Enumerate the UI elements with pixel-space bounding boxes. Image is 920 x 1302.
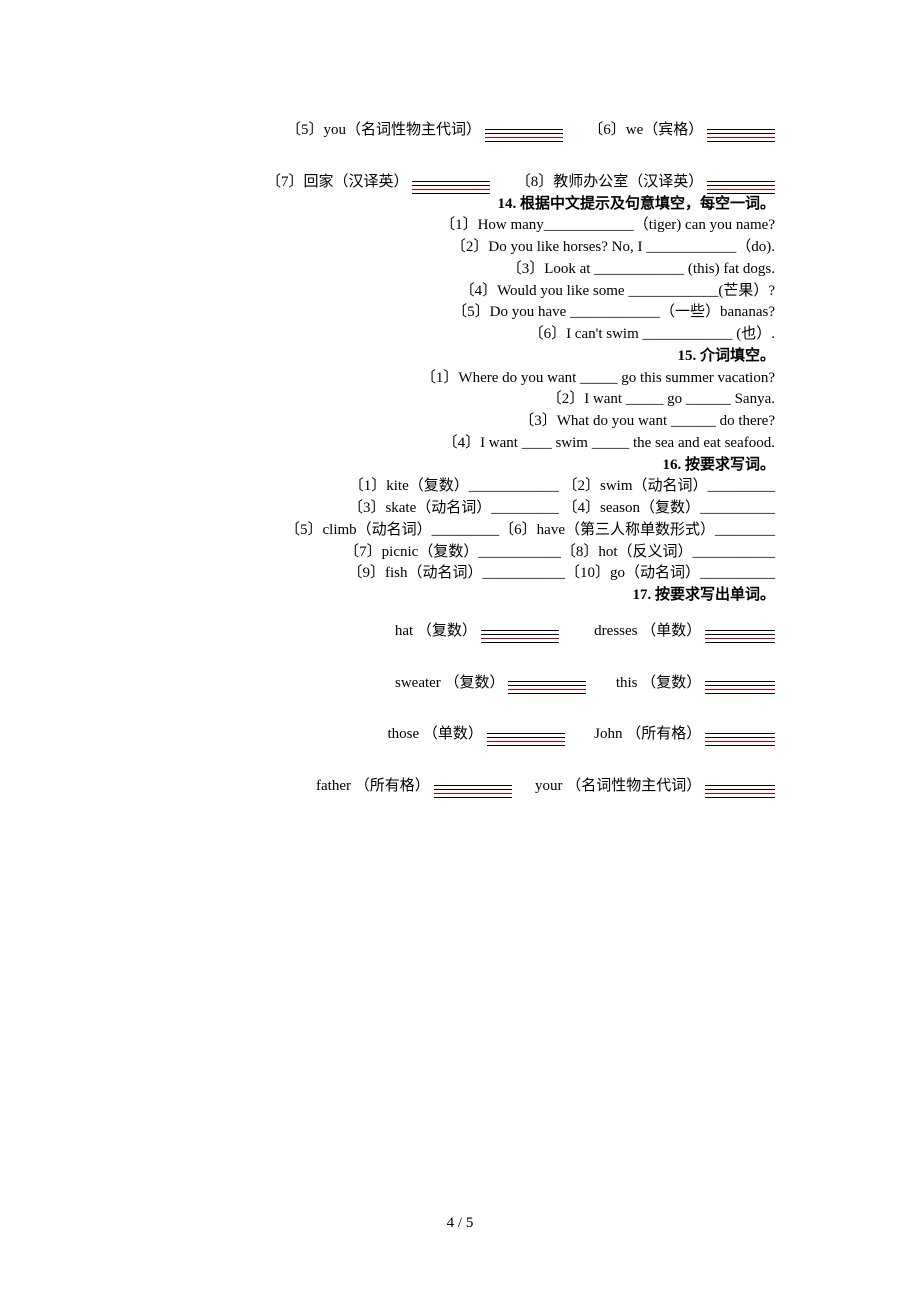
q17-a: father （所有格） — [316, 778, 430, 794]
q13-7-label: 〔7〕回家（汉译英） — [266, 174, 409, 190]
stacked-blank — [412, 181, 490, 194]
q17-a: sweater （复数） — [395, 675, 505, 691]
q15-item: 〔3〕What do you want ______ do there? — [135, 411, 775, 433]
q17-b: your （名词性物主代词） — [535, 778, 701, 794]
q17-b: John （所有格） — [594, 726, 701, 742]
page-number: 4 / 5 — [0, 1215, 920, 1232]
worksheet-page: 〔5〕you（名词性物主代词） 〔6〕we（宾格） 〔7〕回家（汉译英） 〔8〕… — [0, 0, 920, 1302]
q14-item: 〔6〕I can't swim ____________ (也）. — [135, 324, 775, 346]
q17-a: those （单数） — [387, 726, 482, 742]
q16-item: 〔9〕fish（动名词）___________〔10〕go（动名词）______… — [135, 563, 775, 585]
q17-title: 17. 按要求写出单词。 — [135, 585, 775, 607]
q17-row: hat （复数） dresses （单数） — [135, 621, 775, 643]
q17-row: sweater （复数） this （复数） — [135, 673, 775, 695]
stacked-blank — [705, 733, 775, 746]
stacked-blank — [705, 785, 775, 798]
stacked-blank — [487, 733, 565, 746]
stacked-blank — [707, 181, 775, 194]
q14-title: 14. 根据中文提示及句意填空，每空一词。 — [135, 194, 775, 216]
q15-item: 〔1〕Where do you want _____ go this summe… — [135, 368, 775, 390]
q13-item-7-8: 〔7〕回家（汉译英） 〔8〕教师办公室（汉译英） — [135, 172, 775, 194]
q17-row: those （单数） John （所有格） — [135, 724, 775, 746]
stacked-blank — [434, 785, 512, 798]
q16-item: 〔3〕skate（动名词）_________ 〔4〕season（复数）____… — [135, 498, 775, 520]
q16-item: 〔7〕picnic（复数）___________〔8〕hot（反义词）_____… — [135, 542, 775, 564]
stacked-blank — [707, 129, 775, 142]
q17-row: father （所有格） your （名词性物主代词） — [135, 776, 775, 798]
q16-title: 16. 按要求写词。 — [135, 455, 775, 477]
q14-item: 〔5〕Do you have ____________（一些）bananas? — [135, 302, 775, 324]
q13-6-label: 〔6〕we（宾格） — [588, 122, 703, 138]
q14-item: 〔3〕Look at ____________ (this) fat dogs. — [135, 259, 775, 281]
q17-b: dresses （单数） — [594, 623, 701, 639]
q15-item: 〔4〕I want ____ swim _____ the sea and ea… — [135, 433, 775, 455]
q15-item: 〔2〕I want _____ go ______ Sanya. — [135, 389, 775, 411]
stacked-blank — [485, 129, 563, 142]
stacked-blank — [705, 630, 775, 643]
stacked-blank — [481, 630, 559, 643]
stacked-blank — [508, 681, 586, 694]
q14-item: 〔4〕Would you like some ____________(芒果）? — [135, 281, 775, 303]
q14-item: 〔2〕Do you like horses? No, I ___________… — [135, 237, 775, 259]
q13-item-5-6: 〔5〕you（名词性物主代词） 〔6〕we（宾格） — [135, 120, 775, 142]
stacked-blank — [705, 681, 775, 694]
q17-a: hat （复数） — [395, 623, 477, 639]
q17-b: this （复数） — [616, 675, 701, 691]
q15-title: 15. 介词填空。 — [135, 346, 775, 368]
q16-item: 〔1〕kite（复数）____________ 〔2〕swim（动名词）____… — [135, 476, 775, 498]
q13-8-label: 〔8〕教师办公室（汉译英） — [516, 174, 704, 190]
q14-item: 〔1〕How many____________（tiger) can you n… — [135, 215, 775, 237]
q16-item: 〔5〕climb（动名词）_________〔6〕have（第三人称单数形式）_… — [135, 520, 775, 542]
q13-5-label: 〔5〕you（名词性物主代词） — [286, 122, 481, 138]
